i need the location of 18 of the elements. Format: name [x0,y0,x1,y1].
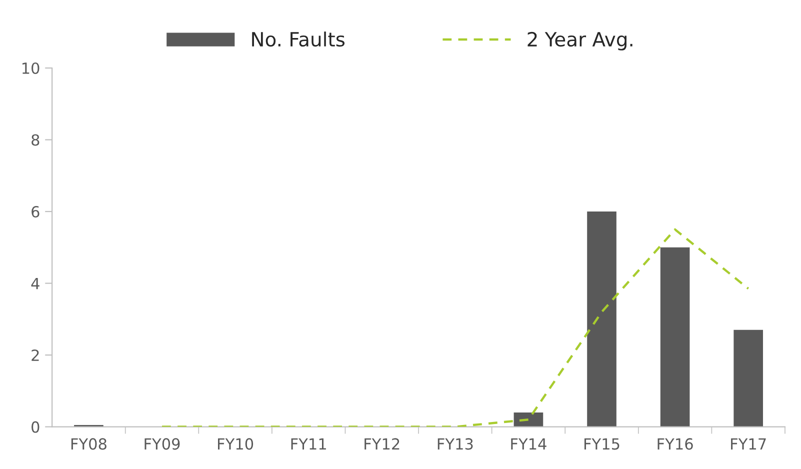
x-tick-label: FY14 [511,438,546,450]
x-tick-label: FY12 [364,438,400,450]
x-tick-label: FY17 [731,438,766,450]
x-tick-label: FY16 [658,438,693,450]
y-tick-label: 10 [22,62,40,74]
y-tick-label: 0 [32,421,40,433]
y-tick-label: 2 [32,350,39,361]
x-tick-label: FY11 [291,438,326,450]
x-tick-label: FY08 [71,438,106,450]
y-tick-label: 4 [31,278,40,290]
y-tick-label: 6 [32,206,40,218]
x-tick-label: FY15 [584,438,620,450]
legend-label: No. Faults [252,32,345,47]
x-tick-label: FY10 [218,438,254,450]
legend-label: 2 Year Avg. [528,32,632,50]
y-tick-label: 8 [32,134,40,146]
x-tick-label: FY09 [144,438,180,450]
x-tick-label: FY13 [438,438,473,450]
